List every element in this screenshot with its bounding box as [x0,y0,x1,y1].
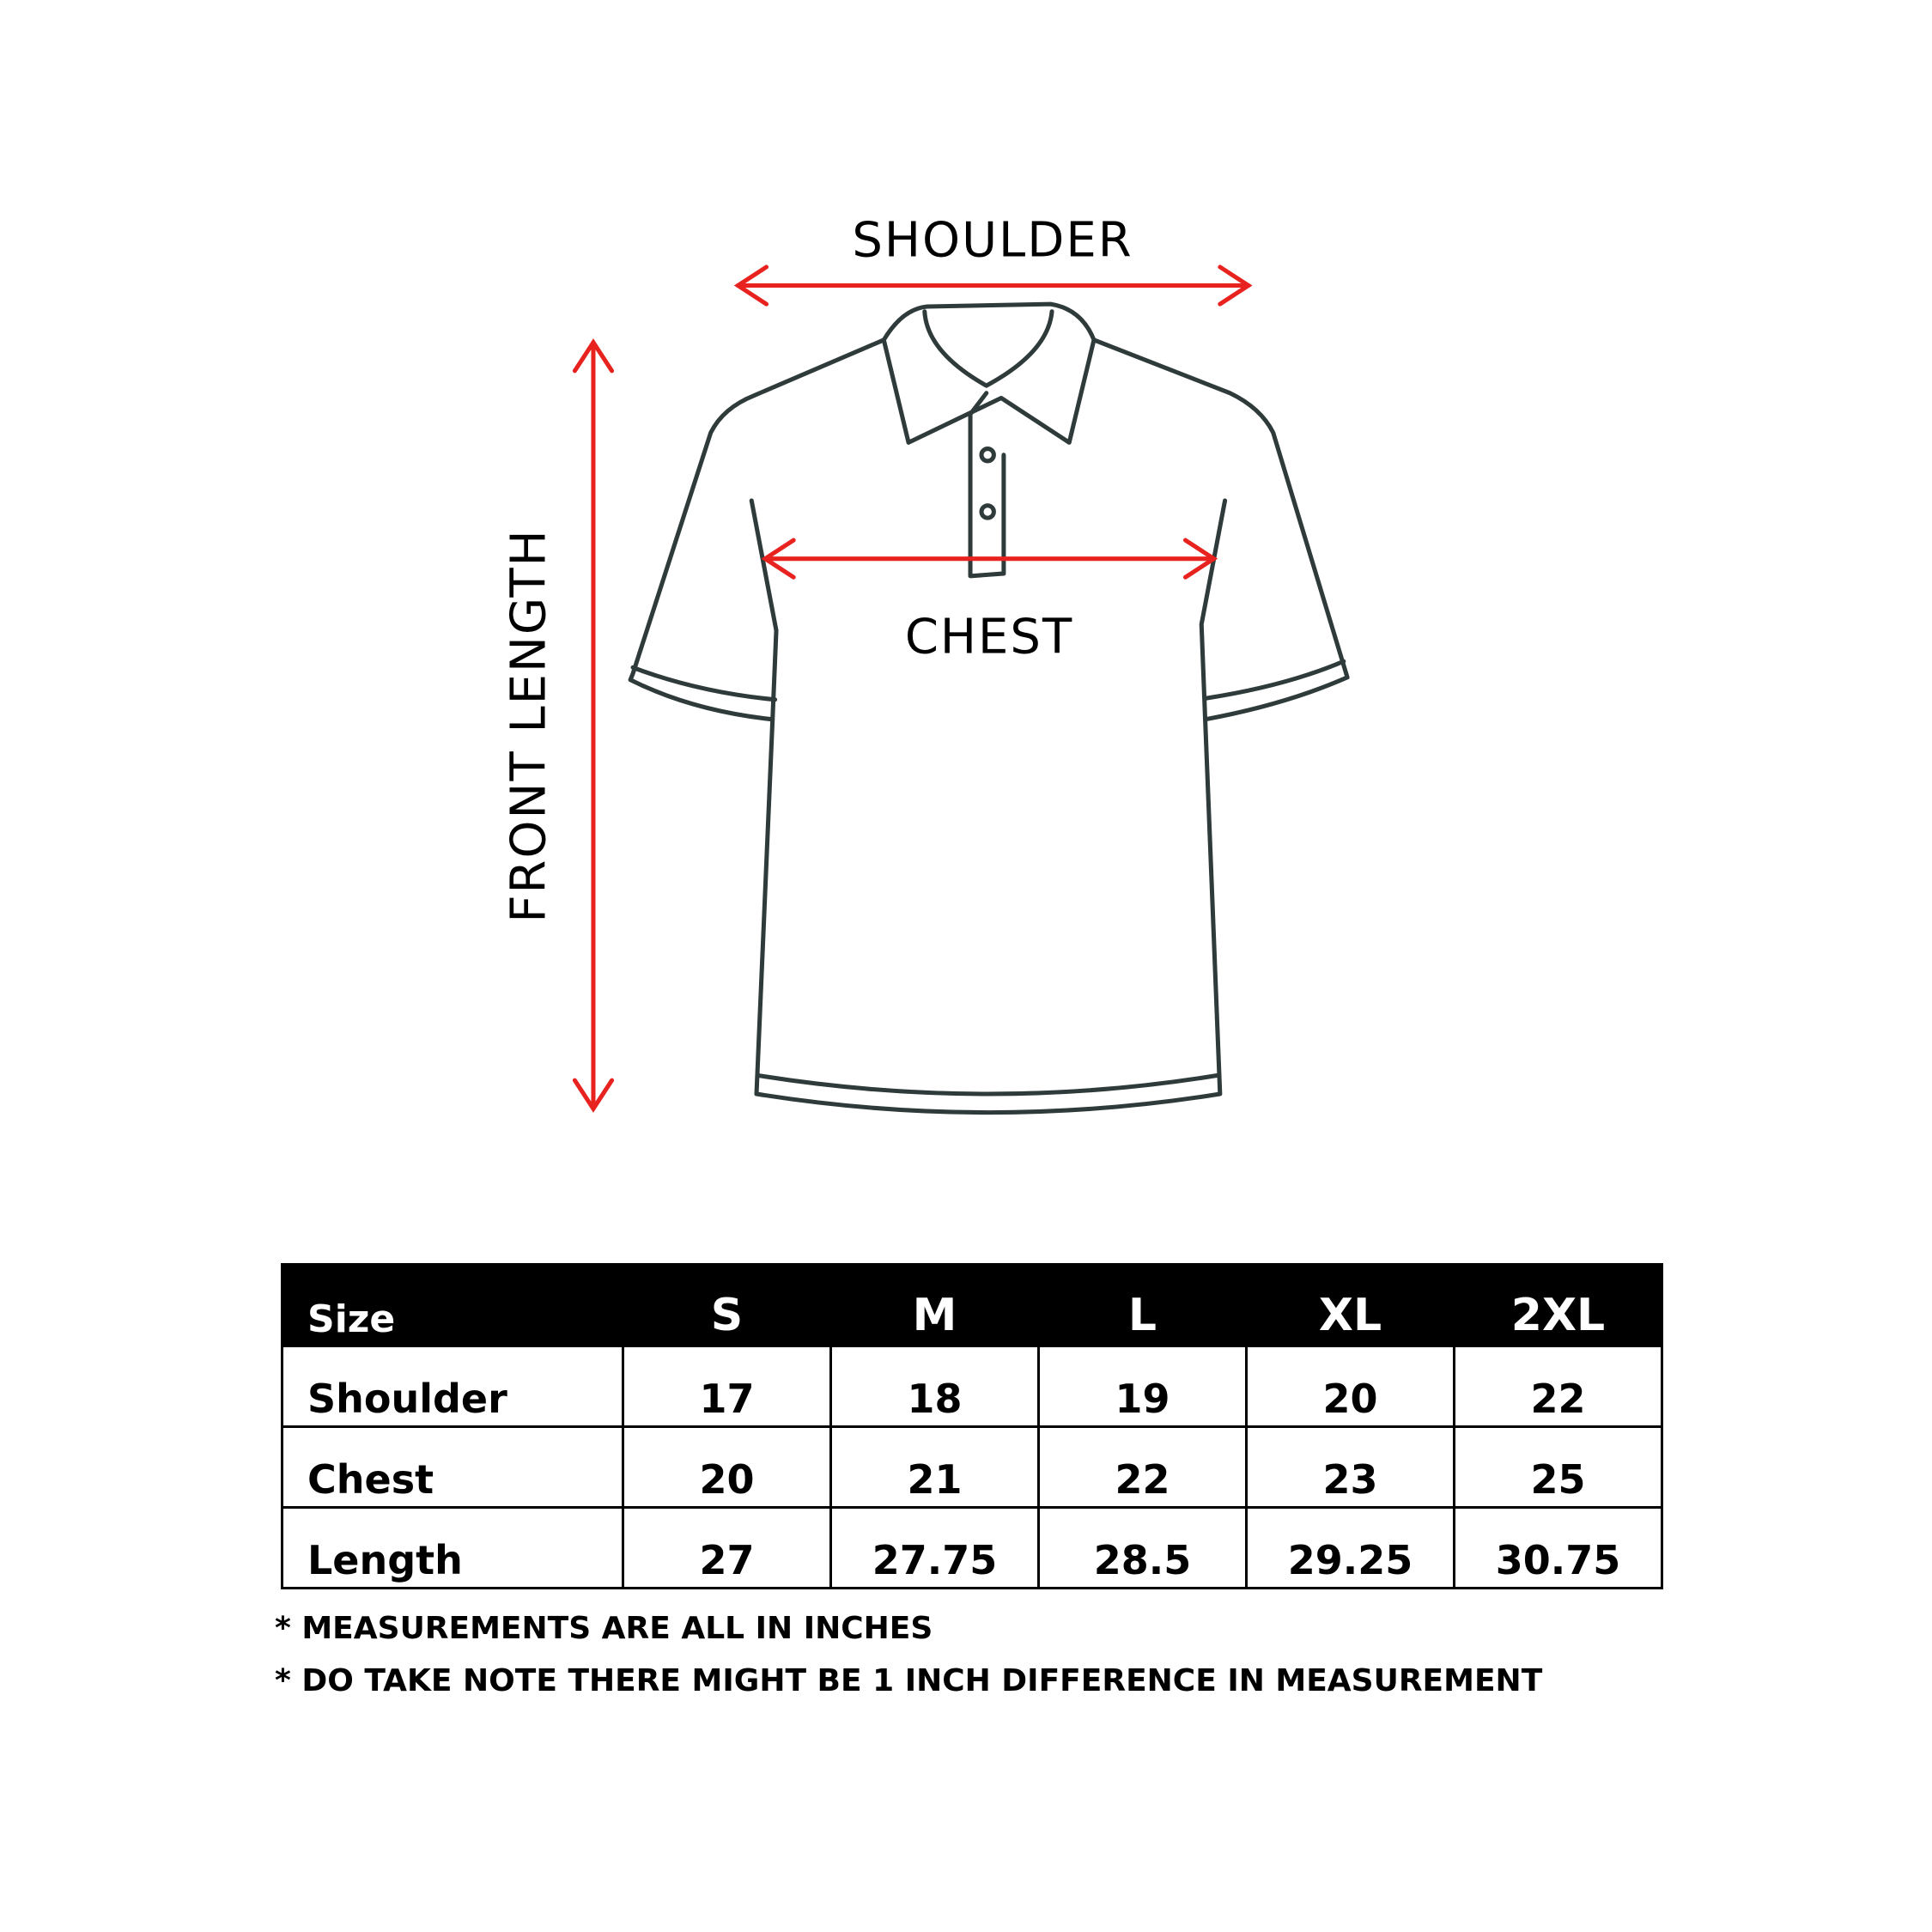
note-difference: * DO TAKE NOTE THERE MIGHT BE 1 INCH DIF… [275,1663,1543,1698]
shoulder-arrow [733,264,1253,307]
table-cell: 23 [1245,1425,1455,1509]
table-cell: 20 [1245,1345,1455,1428]
table-cell: 18 [829,1345,1040,1428]
table-header-row: Size S M L XL 2XL [281,1263,1663,1347]
front-length-label: FRONT LENGTH [501,528,557,923]
table-row: Chest 20 21 22 23 25 [281,1425,1663,1509]
header-cell: Size [281,1263,624,1347]
row-label: Chest [281,1425,624,1509]
chest-label: CHEST [904,609,1074,665]
table-cell: 30.75 [1453,1506,1663,1589]
table-cell: 22 [1037,1425,1248,1509]
front-length-arrow [572,338,615,1113]
table-cell: 29.25 [1245,1506,1455,1589]
table-cell: 20 [622,1425,832,1509]
measurement-arrows [572,264,1253,1113]
header-cell: S [622,1263,832,1347]
header-cell: 2XL [1453,1263,1663,1347]
header-cell: XL [1245,1263,1455,1347]
table-cell: 17 [622,1345,832,1428]
table-cell: 19 [1037,1345,1248,1428]
table-cell: 22 [1453,1345,1663,1428]
table-cell: 27.75 [829,1506,1040,1589]
chest-arrow [761,538,1218,580]
row-label: Shoulder [281,1345,624,1428]
polo-shirt-outline [628,301,1350,1115]
header-cell: M [829,1263,1040,1347]
row-label: Length [281,1506,624,1589]
table-cell: 25 [1453,1425,1663,1509]
table-cell: 27 [622,1506,832,1589]
note-units: * MEASUREMENTS ARE ALL IN INCHES [275,1611,933,1646]
size-table: Size S M L XL 2XL Shoulder 17 18 19 20 2… [281,1263,1663,1589]
header-cell: L [1037,1263,1248,1347]
table-row: Length 27 27.75 28.5 29.25 30.75 [281,1506,1663,1589]
table-cell: 21 [829,1425,1040,1509]
shoulder-label: SHOULDER [852,212,1133,269]
table-cell: 28.5 [1037,1506,1248,1589]
table-row: Shoulder 17 18 19 20 22 [281,1345,1663,1428]
